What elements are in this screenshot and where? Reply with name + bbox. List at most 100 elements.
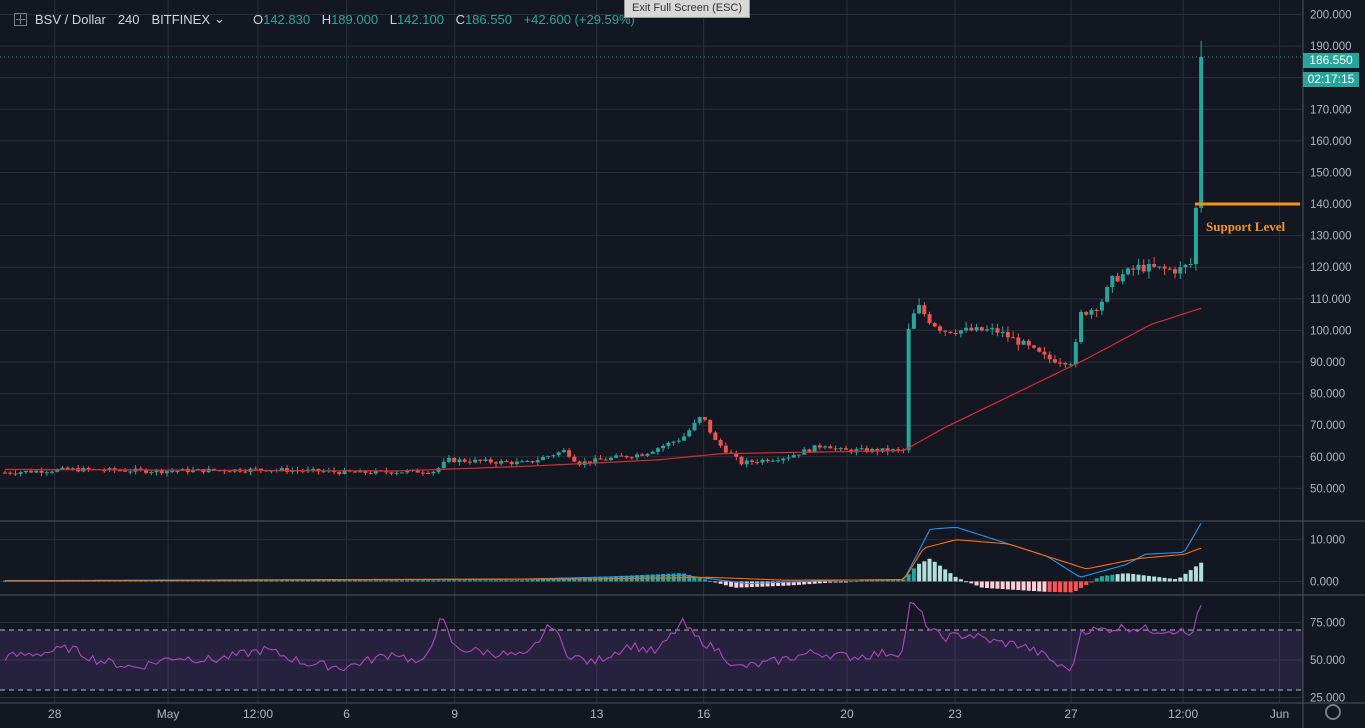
macd-histogram-bar — [917, 563, 922, 582]
candle-body — [629, 457, 634, 459]
candle-body — [817, 445, 822, 448]
candle-body — [478, 459, 483, 461]
candle-body — [34, 470, 39, 473]
candle-body — [504, 460, 509, 462]
candle-body — [170, 471, 175, 473]
candle-body — [493, 462, 498, 464]
candle-body — [1188, 264, 1193, 266]
macd-histogram-bar — [415, 580, 420, 582]
macd-histogram-bar — [227, 580, 232, 582]
macd-histogram-bar — [332, 580, 337, 582]
candle-body — [974, 327, 979, 331]
candle-body — [39, 470, 44, 473]
candle-body — [164, 471, 169, 474]
candle-body — [661, 445, 666, 449]
candle-body — [911, 313, 916, 329]
symbol-name[interactable]: BSV / Dollar — [35, 11, 106, 27]
macd-histogram-bar — [880, 579, 885, 582]
macd-histogram-bar — [441, 580, 446, 582]
macd-histogram-bar — [274, 580, 279, 582]
rsi-pane[interactable] — [0, 601, 1303, 691]
exit-fullscreen-button[interactable]: Exit Full Screen (ESC) — [624, 0, 750, 18]
candle-body — [723, 445, 728, 453]
high-label: H — [321, 11, 332, 27]
macd-histogram-bar — [1063, 581, 1068, 593]
candle-body — [1063, 363, 1068, 365]
macd-histogram-bar — [546, 579, 551, 582]
candle-body — [823, 446, 828, 448]
candle-body — [227, 471, 232, 473]
macd-histogram-bar — [1021, 581, 1026, 591]
macd-histogram-bar — [279, 580, 284, 582]
interval-label[interactable]: 240 — [117, 11, 140, 27]
candle-body — [755, 462, 760, 464]
macd-histogram-bar — [739, 581, 744, 588]
macd-histogram-bar — [1183, 573, 1188, 582]
candle-body — [807, 449, 812, 452]
candle-body — [23, 470, 28, 473]
candle-body — [1193, 207, 1198, 265]
price-tick-label: 25.000 — [1310, 693, 1345, 705]
candle-body — [196, 469, 201, 471]
chart-header: BSV / Dollar 240 BITFINEX ⌄ O142.830 H18… — [14, 11, 643, 27]
macd-histogram-bar — [1032, 581, 1037, 592]
macd-histogram-bar — [1094, 578, 1099, 582]
macd-histogram-bar — [1089, 581, 1094, 583]
candle-body — [943, 330, 948, 332]
macd-histogram-bar — [567, 578, 572, 582]
macd-histogram-bar — [744, 581, 749, 588]
gear-icon[interactable] — [1325, 704, 1341, 720]
macd-histogram-bar — [467, 580, 472, 582]
candle-body — [927, 314, 932, 324]
macd-histogram-bar — [776, 581, 781, 586]
candle-body — [718, 440, 723, 446]
macd-histogram-bar — [1120, 573, 1125, 582]
price-pane[interactable] — [0, 40, 1303, 477]
macd-histogram-bar — [446, 580, 451, 582]
candle-body — [525, 460, 530, 462]
macd-histogram-bar — [1126, 573, 1131, 582]
exchange-label[interactable]: BITFINEX — [151, 11, 211, 27]
macd-histogram-bar — [452, 580, 457, 582]
macd-histogram-bar — [922, 561, 927, 582]
candle-body — [734, 453, 739, 457]
macd-pane[interactable] — [3, 522, 1204, 593]
candle-body — [467, 461, 472, 463]
open-value: 142.830 — [263, 11, 311, 27]
candle-body — [509, 461, 514, 465]
candle-body — [541, 457, 546, 461]
macd-histogram-bar — [420, 580, 425, 582]
candle-body — [149, 472, 154, 474]
candle-body — [1178, 267, 1183, 274]
macd-histogram-bar — [911, 568, 916, 582]
candle-body — [593, 458, 598, 463]
time-tick-label: 12:00 — [243, 707, 273, 721]
macd-histogram-bar — [849, 581, 854, 583]
macd-histogram-bar — [979, 581, 984, 588]
chevron-down-icon[interactable]: ⌄ — [214, 11, 225, 26]
ohlc-values: O142.830 H189.000 L142.100 C186.550 +42.… — [253, 12, 643, 27]
candle-body — [551, 455, 556, 457]
macd-histogram-bar — [285, 580, 290, 582]
macd-histogram-bar — [175, 580, 180, 582]
candle-body — [546, 456, 551, 458]
expand-icon[interactable] — [14, 12, 27, 26]
candle-body — [608, 457, 613, 461]
macd-histogram-bar — [984, 581, 989, 589]
candle-body — [937, 326, 942, 331]
time-tick-label: Jun — [1270, 707, 1289, 721]
macd-histogram-bar — [483, 580, 488, 582]
candle-body — [1000, 332, 1005, 334]
macd-histogram-bar — [1115, 574, 1120, 582]
macd-histogram-bar — [253, 580, 258, 582]
candle-body — [995, 328, 1000, 333]
candle-body — [1037, 347, 1042, 352]
candle-body — [373, 470, 378, 474]
macd-histogram-bar — [577, 577, 582, 582]
candle-body — [389, 472, 394, 474]
macd-histogram-bar — [823, 581, 828, 583]
macd-histogram-bar — [692, 576, 697, 582]
macd-histogram-bar — [232, 580, 237, 582]
macd-histogram-bar — [760, 581, 765, 587]
high-value: 189.000 — [331, 11, 379, 27]
